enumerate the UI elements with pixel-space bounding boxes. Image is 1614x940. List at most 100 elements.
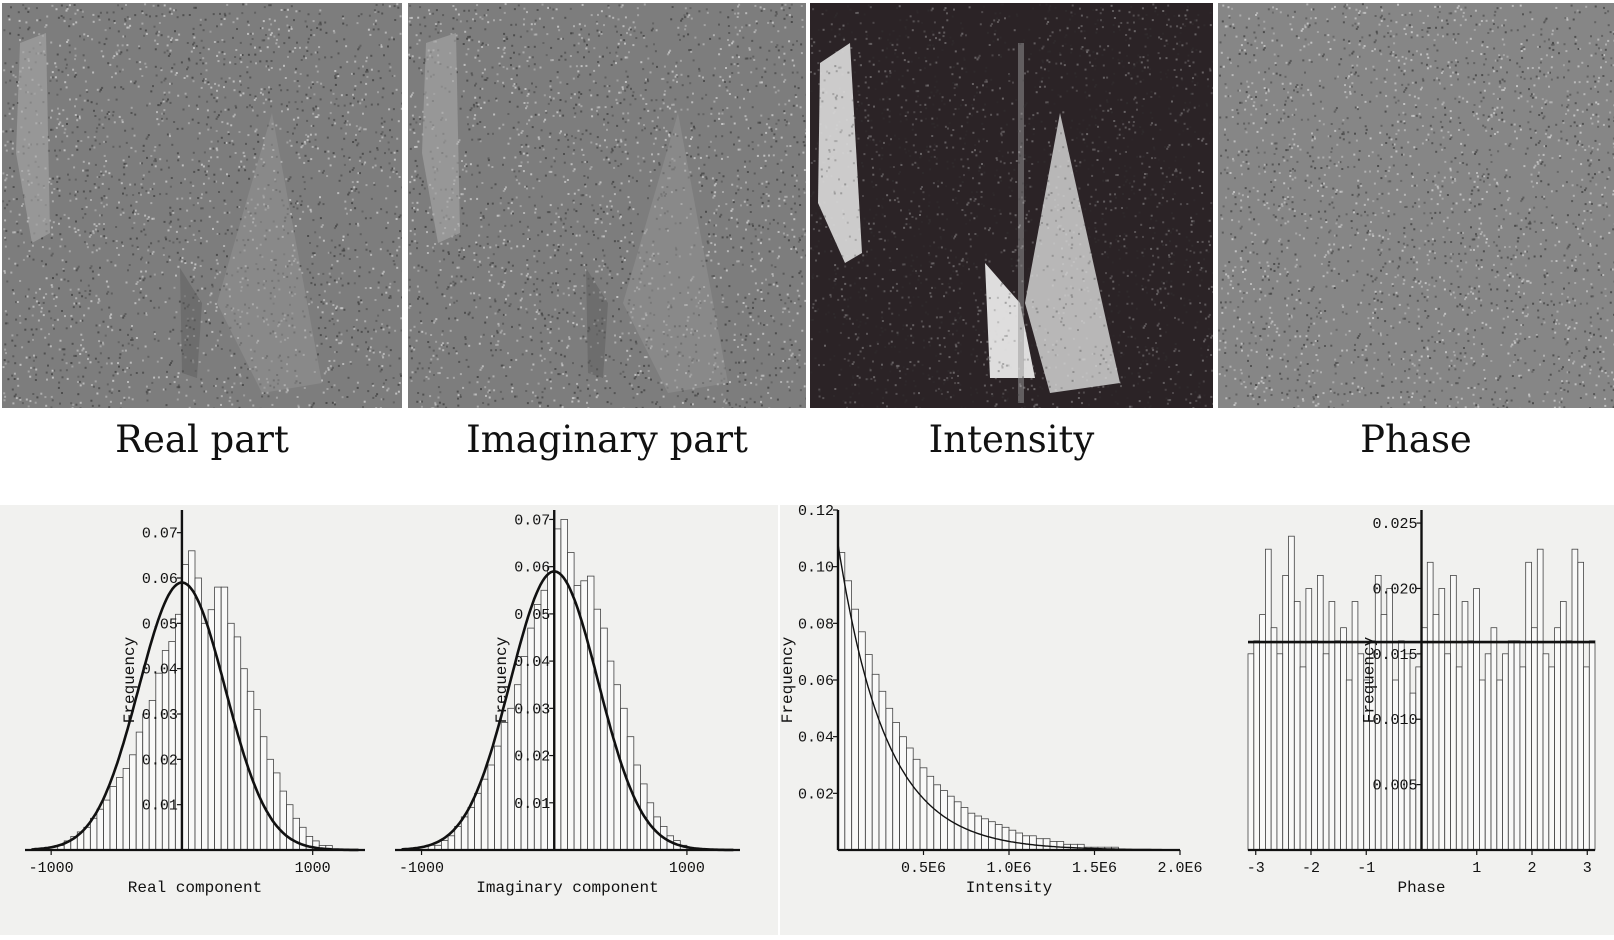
y-tick-label: 0.07	[514, 512, 550, 529]
real-component-histogram: -1000 1000 0.01 0.02 0.03 0.04 0.05 0.06 0.07 Rea…	[0, 505, 395, 935]
y-tick-label: 0.01	[142, 798, 178, 815]
histogram-bar	[1042, 838, 1051, 851]
y-axis-label: Frequency	[780, 636, 797, 723]
y-tick-label: 0.02	[798, 786, 834, 803]
bars	[427, 518, 688, 851]
x-axis-label: Imaginary component	[476, 879, 658, 897]
phase-image	[1218, 3, 1614, 408]
y-tick-label: 0.02	[142, 752, 178, 769]
histogram-bar	[1513, 640, 1521, 851]
histogram-bar	[844, 580, 853, 851]
histogram-bar	[1022, 835, 1030, 851]
imaginary-histogram-svg: -1000 1000 0.01 0.02 0.03 0.04 0.05 0.06 0.07 Ima…	[395, 510, 740, 897]
histogram-bar	[1259, 614, 1266, 851]
histogram-bar	[1565, 640, 1573, 851]
histogram-bar	[1571, 548, 1579, 851]
histogram-bar	[1253, 640, 1260, 851]
histogram-bar	[1008, 829, 1017, 851]
histogram-bar	[1444, 653, 1451, 851]
histogram-bar	[1542, 653, 1550, 851]
y-tick-label: 0.08	[798, 616, 834, 633]
histogram-bar	[912, 758, 921, 851]
y-tick-label: 0.025	[1372, 516, 1417, 533]
histogram-bar	[1502, 653, 1509, 851]
histogram-bar	[1559, 601, 1567, 851]
histogram-bar	[253, 709, 261, 851]
histogram-bar	[1299, 666, 1307, 851]
y-tick-label: 0.020	[1372, 581, 1417, 598]
fit-curve	[837, 543, 1181, 851]
histogram-bar	[454, 825, 462, 851]
histogram-bar	[1548, 666, 1555, 851]
histogram-bar	[940, 790, 948, 851]
histogram-bar	[1351, 601, 1359, 851]
real-part-image	[2, 3, 402, 408]
histogram-bar	[1438, 588, 1446, 851]
real-histogram-svg: -1000 1000 0.01 0.02 0.03 0.04 0.05 0.06 0.07 Rea…	[25, 510, 365, 897]
histogram-bar	[1334, 640, 1342, 851]
histogram-bar	[1496, 679, 1503, 851]
bars	[837, 552, 1119, 851]
fit-curve	[31, 581, 359, 852]
histogram-bar	[1276, 653, 1284, 851]
histogram-bar	[606, 660, 615, 851]
histogram-bar	[1583, 666, 1590, 851]
histogram-bar	[878, 690, 887, 851]
histogram-bar	[1519, 666, 1527, 851]
histogram-bar	[227, 622, 235, 851]
caption-intensity: Intensity	[928, 418, 1095, 461]
x-tick-label: -2	[1302, 860, 1320, 877]
histogram-bar	[1282, 575, 1289, 851]
histogram-bar	[1467, 640, 1475, 851]
histogram-bar	[1345, 679, 1353, 851]
y-tick-label: 0.10	[798, 560, 834, 577]
histogram-bar	[899, 736, 907, 851]
histogram-bar	[1247, 653, 1255, 851]
x-tick-label: 3	[1583, 860, 1592, 877]
histogram-bar	[1265, 548, 1272, 851]
y-tick-label: 0.06	[142, 571, 178, 588]
histogram-bar	[1392, 679, 1399, 851]
histogram-bar	[865, 654, 873, 851]
histogram-bar	[1473, 588, 1480, 851]
y-tick-label: 0.12	[798, 505, 834, 520]
histogram-bar	[906, 747, 914, 851]
histogram-bar	[1478, 679, 1486, 851]
histogram-bar	[892, 722, 900, 851]
histogram-bar	[480, 778, 489, 851]
histogram-bar	[447, 835, 456, 851]
intensity-histogram-svg: 0.5E6 1.0E6 1.5E6 2.0E6 0.02 0.04 0.06 0.08 0.10…	[780, 505, 1203, 897]
histogram-bar	[286, 804, 294, 851]
histogram-bar	[1293, 601, 1301, 851]
histogram-bar	[1536, 548, 1544, 851]
histogram-bar	[142, 713, 150, 851]
x-tick-label: 2.0E6	[1157, 860, 1202, 877]
y-tick-label: 0.04	[798, 730, 834, 747]
histogram-bar	[933, 784, 942, 851]
y-axis-label: Frequency	[121, 636, 139, 723]
x-axis-label: Real component	[128, 879, 262, 897]
x-tick-label: 1.0E6	[986, 860, 1031, 877]
histogram-bar	[135, 731, 144, 851]
phase-histogram-svg: -3 -2 -1 1 2 3 0.005 0.010 0.015 0.020 0.025 Phase F…	[1247, 510, 1596, 897]
x-tick-label: 1000	[295, 860, 331, 877]
histogram-bar	[1461, 601, 1469, 851]
histogram-bar	[1288, 535, 1295, 851]
histogram-bar	[259, 736, 268, 851]
histogram-bar	[533, 604, 542, 851]
histogram-bar	[1531, 627, 1538, 851]
y-tick-label: 0.04	[142, 662, 178, 679]
histogram-bar	[1001, 826, 1010, 851]
histogram-bar	[1311, 640, 1318, 851]
histogram-bar	[460, 816, 469, 851]
histogram-bar	[201, 622, 209, 851]
y-tick-label: 0.05	[142, 616, 178, 633]
histogram-bar	[1507, 640, 1515, 851]
histogram-bar	[1035, 838, 1044, 851]
histogram-bar	[1397, 640, 1405, 851]
histogram-bar	[1426, 561, 1434, 851]
histogram-bar	[586, 575, 595, 851]
histogram-bar	[1525, 561, 1532, 851]
x-tick-label: 2	[1528, 860, 1537, 877]
caption-phase: Phase	[1360, 418, 1472, 461]
